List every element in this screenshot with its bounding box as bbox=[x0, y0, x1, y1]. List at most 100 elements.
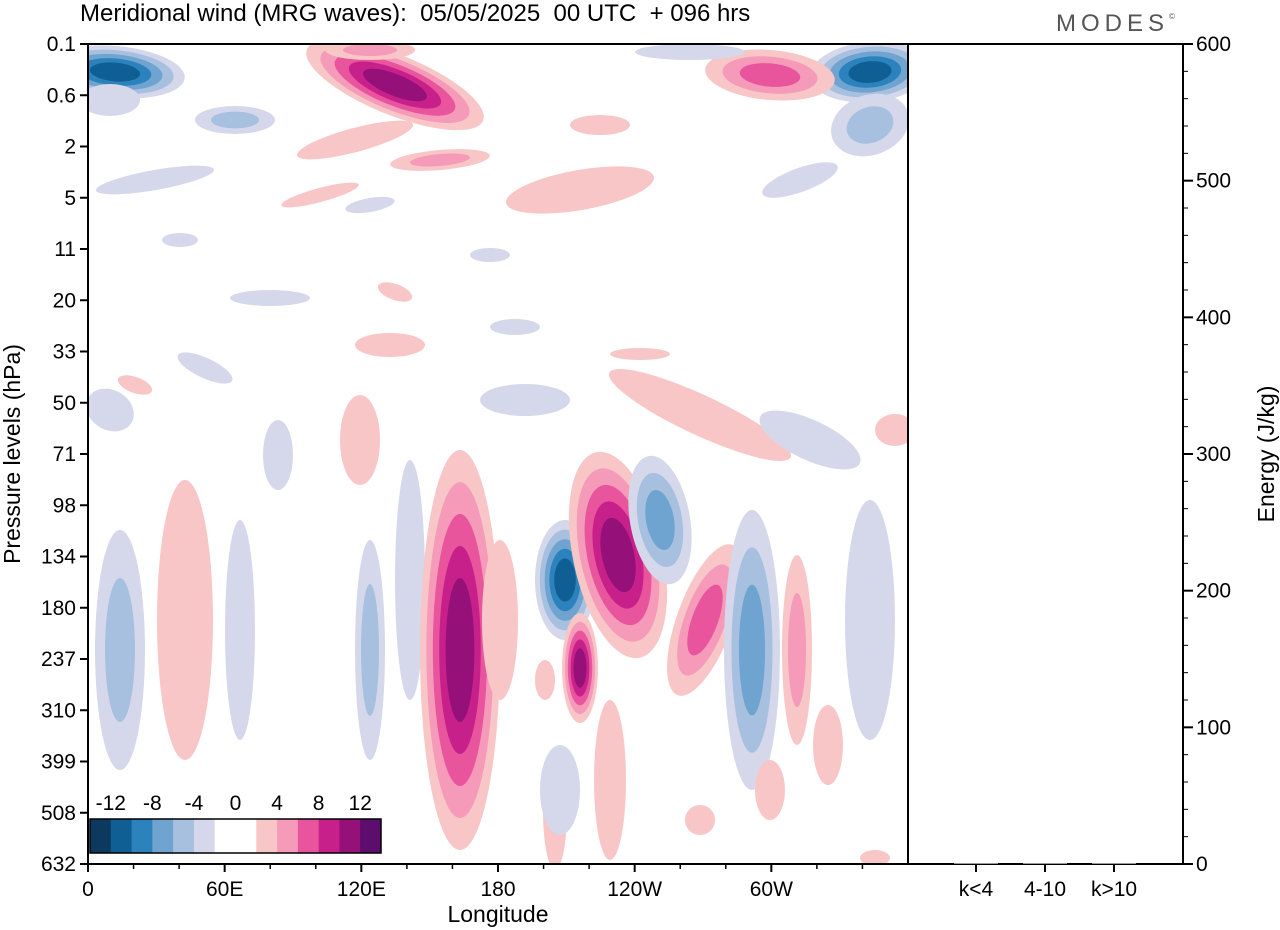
positive-wind-feature bbox=[377, 282, 413, 302]
negative-wind-feature bbox=[88, 388, 134, 432]
energy-bar bbox=[1092, 863, 1136, 864]
contour-band bbox=[355, 333, 425, 357]
contour-band bbox=[157, 480, 213, 760]
x-tick-label: 180 bbox=[480, 878, 515, 901]
contour-band bbox=[482, 540, 518, 700]
negative-wind-feature bbox=[177, 352, 233, 384]
contour-band bbox=[535, 660, 555, 700]
colorbar-swatch bbox=[110, 819, 133, 853]
y-axis: 0.1 0.6 2 5 11 20 33 50 71 98 134 180 237 310 399 508 63… bbox=[41, 33, 88, 876]
colorbar-swatch bbox=[90, 819, 112, 853]
negative-wind-feature bbox=[95, 165, 215, 195]
energy-tick-label: 600 bbox=[1196, 33, 1231, 56]
chart-title: Meridional wind (MRG waves): 05/05/2025 … bbox=[80, 0, 751, 27]
positive-wind-feature bbox=[157, 480, 213, 760]
positive-wind-feature bbox=[594, 700, 626, 860]
colorbar-label: 8 bbox=[313, 792, 325, 815]
negative-wind-max bbox=[88, 45, 185, 99]
negative-wind-max bbox=[810, 44, 908, 103]
colorbar-swatch bbox=[339, 819, 361, 853]
contour-band bbox=[410, 153, 470, 167]
contour-band bbox=[875, 414, 908, 446]
energy-bar bbox=[954, 863, 998, 864]
colorbar-swatch bbox=[173, 819, 195, 853]
contour-band bbox=[845, 500, 895, 740]
colorbar: -12 -8 -4 0 4 8 12 bbox=[89, 792, 382, 854]
positive-wind-feature bbox=[390, 149, 490, 171]
energy-tick-label: 0 bbox=[1196, 853, 1208, 876]
negative-wind-feature bbox=[831, 93, 908, 157]
negative-wind-feature bbox=[490, 319, 540, 335]
contour-band bbox=[848, 61, 892, 83]
energy-tick-label: 400 bbox=[1196, 306, 1231, 329]
colorbar-swatch bbox=[152, 819, 174, 853]
x-tick-label: 0 bbox=[82, 878, 94, 901]
positive-wind-max bbox=[562, 613, 598, 723]
negative-wind-feature bbox=[225, 520, 255, 740]
positive-wind-feature bbox=[755, 760, 785, 820]
contour-band bbox=[755, 760, 785, 820]
negative-wind-feature bbox=[480, 384, 570, 416]
y-tick-label: 71 bbox=[53, 443, 76, 466]
contour-band bbox=[813, 705, 843, 785]
contour-band bbox=[554, 558, 576, 602]
contour-band bbox=[263, 420, 293, 490]
energy-category-label: k<4 bbox=[959, 878, 994, 901]
negative-wind-feature bbox=[635, 44, 745, 60]
contour-band bbox=[490, 319, 540, 335]
y-tick-label: 33 bbox=[53, 341, 76, 364]
negative-wind-feature bbox=[395, 460, 425, 700]
energy-tick-label: 100 bbox=[1196, 716, 1231, 739]
negative-wind-feature bbox=[355, 540, 385, 760]
modes-logo: MODES© bbox=[1056, 10, 1175, 37]
contour-band bbox=[377, 282, 413, 302]
contour-band bbox=[610, 348, 670, 360]
negative-wind-feature bbox=[263, 420, 293, 490]
colorbar-swatch bbox=[277, 819, 299, 853]
negative-wind-feature bbox=[470, 248, 510, 262]
contour-band bbox=[340, 395, 380, 485]
positive-wind-feature bbox=[117, 375, 153, 395]
y-tick-label: 399 bbox=[41, 751, 76, 774]
contour-band bbox=[105, 578, 135, 722]
positive-wind-feature bbox=[570, 115, 630, 135]
energy-tick-label: 300 bbox=[1196, 443, 1231, 466]
negative-wind-feature bbox=[628, 455, 692, 585]
negative-wind-feature bbox=[345, 196, 395, 214]
x-axis: 0 60E 120E 180 120W 60W bbox=[82, 864, 864, 901]
colorbar-label: -12 bbox=[96, 792, 126, 815]
colorbar-frame bbox=[89, 818, 382, 854]
contour-band bbox=[762, 162, 838, 198]
colorbar-label: 0 bbox=[230, 792, 242, 815]
contour-band bbox=[95, 165, 215, 195]
positive-wind-feature bbox=[296, 120, 414, 160]
y-tick-label: 11 bbox=[54, 238, 76, 261]
negative-wind-feature bbox=[540, 745, 580, 835]
contour-band bbox=[594, 700, 626, 860]
negative-wind-feature bbox=[95, 530, 145, 770]
contour-band bbox=[345, 196, 395, 214]
energy-y-axis: 0 100 200 300 400 500 600 bbox=[1183, 33, 1231, 876]
contour-band bbox=[480, 384, 570, 416]
contour-band bbox=[281, 182, 359, 208]
negative-wind-feature bbox=[88, 84, 140, 116]
y-tick-label: 0.6 bbox=[47, 84, 76, 107]
y-tick-label: 508 bbox=[41, 802, 76, 825]
contour-band bbox=[230, 290, 310, 306]
x-tick-label: 120E bbox=[337, 878, 386, 901]
positive-wind-feature bbox=[355, 333, 425, 357]
contour-band bbox=[211, 111, 259, 129]
contour-band bbox=[445, 578, 475, 722]
negative-wind-feature bbox=[762, 162, 838, 198]
y-tick-label: 0.1 bbox=[47, 33, 76, 56]
y-tick-label: 98 bbox=[53, 494, 76, 517]
energy-frame bbox=[907, 43, 1184, 865]
contour-band bbox=[363, 68, 427, 102]
y-tick-label: 5 bbox=[64, 187, 76, 210]
y-tick-label: 180 bbox=[41, 597, 76, 620]
positive-wind-max bbox=[306, 44, 484, 131]
positive-wind-feature bbox=[281, 182, 359, 208]
contour-band bbox=[687, 584, 723, 656]
y-tick-label: 20 bbox=[53, 289, 76, 312]
